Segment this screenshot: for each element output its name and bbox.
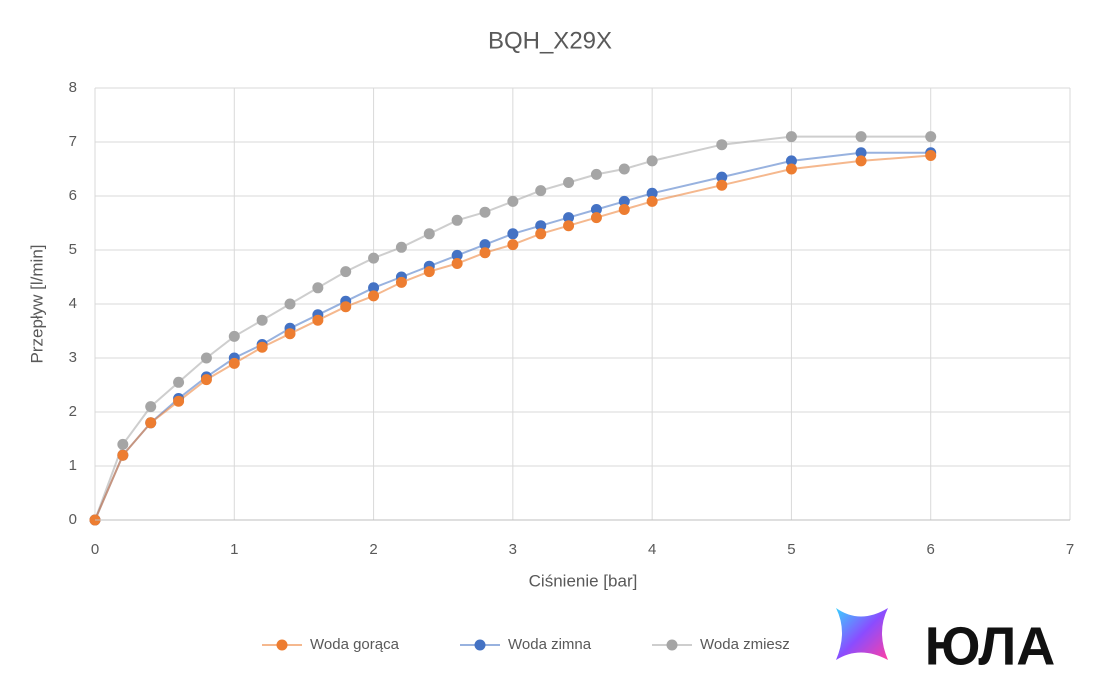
data-point [563, 212, 575, 224]
data-point [145, 401, 157, 413]
watermark-text: ЮЛА [925, 616, 1056, 676]
data-point [646, 195, 658, 207]
data-point [535, 220, 547, 232]
data-point [507, 228, 519, 240]
y-tick-label: 4 [69, 295, 77, 312]
data-point [312, 282, 324, 294]
data-point [256, 341, 268, 353]
x-axis-label: Ciśnienie [bar] [529, 571, 638, 590]
data-point [855, 155, 867, 167]
data-point [479, 239, 491, 251]
data-point [228, 330, 240, 342]
legend-marker [666, 639, 678, 651]
y-tick-label: 6 [69, 187, 77, 204]
data-point [200, 352, 212, 364]
data-point [855, 147, 867, 159]
data-point [284, 298, 296, 310]
plot-area: 0 1 2 3 4 5 6 7 8 0 1 2 3 4 5 6 7 [69, 79, 1075, 558]
data-point [200, 374, 212, 386]
watermark-logo [836, 608, 888, 660]
x-tick-label: 4 [648, 541, 656, 558]
data-point [618, 195, 630, 207]
x-tick-label: 7 [1066, 541, 1074, 558]
x-tick-label: 5 [787, 541, 795, 558]
data-point [312, 314, 324, 326]
data-point [590, 168, 602, 180]
x-tick-label: 6 [927, 541, 935, 558]
y-tick-label: 7 [69, 133, 77, 150]
data-point [451, 249, 463, 261]
data-point [618, 163, 630, 175]
legend-marker [276, 639, 288, 651]
data-point [507, 195, 519, 207]
data-point [716, 139, 728, 151]
data-point [256, 314, 268, 326]
chart-title: BQH_X29X [488, 27, 612, 54]
legend-label: Woda zmiesz [700, 636, 790, 653]
legend-label: Woda gorąca [310, 636, 400, 653]
x-tick-label: 0 [91, 541, 99, 558]
y-axis-label: Przepływ [l/min] [27, 244, 46, 363]
y-tick-label: 0 [69, 511, 77, 528]
data-point [228, 357, 240, 369]
x-tick-label: 1 [230, 541, 238, 558]
data-point [340, 266, 352, 278]
data-point [618, 204, 630, 215]
y-tick-label: 2 [69, 403, 77, 420]
data-point [368, 290, 380, 302]
x-tick-label: 2 [369, 541, 377, 558]
data-point [716, 179, 728, 191]
data-point [925, 150, 937, 161]
legend: Woda gorąca Woda zimna Woda zmiesz [262, 636, 790, 653]
data-point [395, 276, 407, 288]
data-point [855, 131, 867, 143]
data-point [646, 155, 658, 167]
data-point [507, 239, 519, 251]
data-point [423, 266, 435, 278]
data-point [340, 301, 352, 313]
data-point [173, 395, 185, 407]
data-point [590, 212, 602, 224]
data-point [785, 131, 797, 143]
y-tick-label: 3 [69, 349, 77, 366]
data-point [117, 438, 129, 450]
data-point [563, 220, 575, 232]
data-point [925, 131, 937, 143]
legend-label: Woda zimna [508, 636, 592, 653]
y-tick-label: 1 [69, 457, 77, 474]
data-point [173, 376, 185, 388]
data-point [368, 252, 380, 264]
data-point [451, 214, 463, 226]
data-point [145, 417, 157, 429]
data-point [423, 228, 435, 240]
data-point [479, 206, 491, 218]
data-point [716, 171, 728, 183]
data-point [284, 328, 296, 340]
data-point [563, 177, 575, 188]
data-point [590, 204, 602, 215]
data-point [535, 228, 547, 240]
data-point [785, 163, 797, 175]
y-tick-label: 8 [69, 79, 77, 96]
y-tick-label: 5 [69, 241, 77, 258]
data-point [451, 258, 463, 269]
data-point [395, 241, 407, 253]
x-tick-label: 3 [509, 541, 517, 558]
data-point [368, 282, 380, 294]
legend-marker [474, 639, 486, 651]
data-point [535, 185, 547, 197]
data-point [117, 449, 129, 461]
data-point [479, 247, 491, 259]
data-point [785, 155, 797, 167]
data-point [646, 187, 658, 199]
